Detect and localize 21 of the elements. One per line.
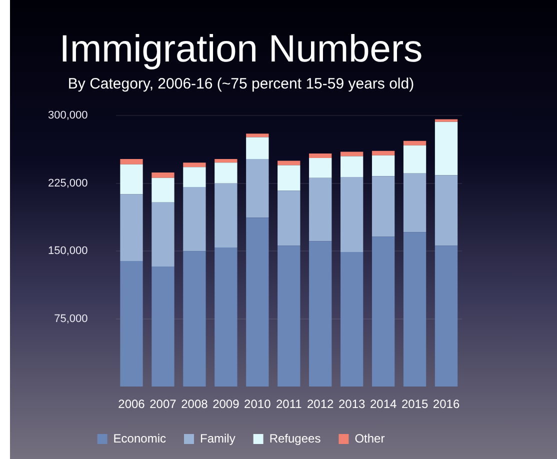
y-tick-label: 75,000	[54, 312, 88, 325]
y-tick-label: 150,000	[48, 245, 88, 258]
legend-label: Refugees	[269, 431, 321, 446]
x-tick-label: 2006	[118, 397, 146, 412]
x-tick-label: 2016	[432, 397, 460, 412]
x-tick-label: 2011	[276, 397, 302, 412]
x-tick-label: 2013	[338, 397, 366, 412]
legend-label: Other	[354, 431, 385, 446]
chart-title: Immigration Numbers	[59, 28, 423, 70]
legend-label: Economic	[113, 431, 166, 446]
x-tick-label: 2015	[401, 397, 428, 412]
y-tick-label: 225,000	[48, 177, 88, 190]
x-tick-label: 2008	[181, 397, 208, 412]
x-tick-label: 2012	[307, 397, 334, 412]
x-tick-label: 2014	[370, 397, 397, 412]
chart-subtitle: By Category, 2006-16 (~75 percent 15-59 years old)	[68, 76, 414, 93]
x-tick-label: 2010	[244, 397, 272, 412]
x-tick-label: 2007	[150, 397, 177, 412]
x-tick-label: 2009	[212, 397, 240, 412]
y-tick-label: 300,000	[48, 110, 88, 122]
legend-label: Family	[200, 431, 236, 446]
